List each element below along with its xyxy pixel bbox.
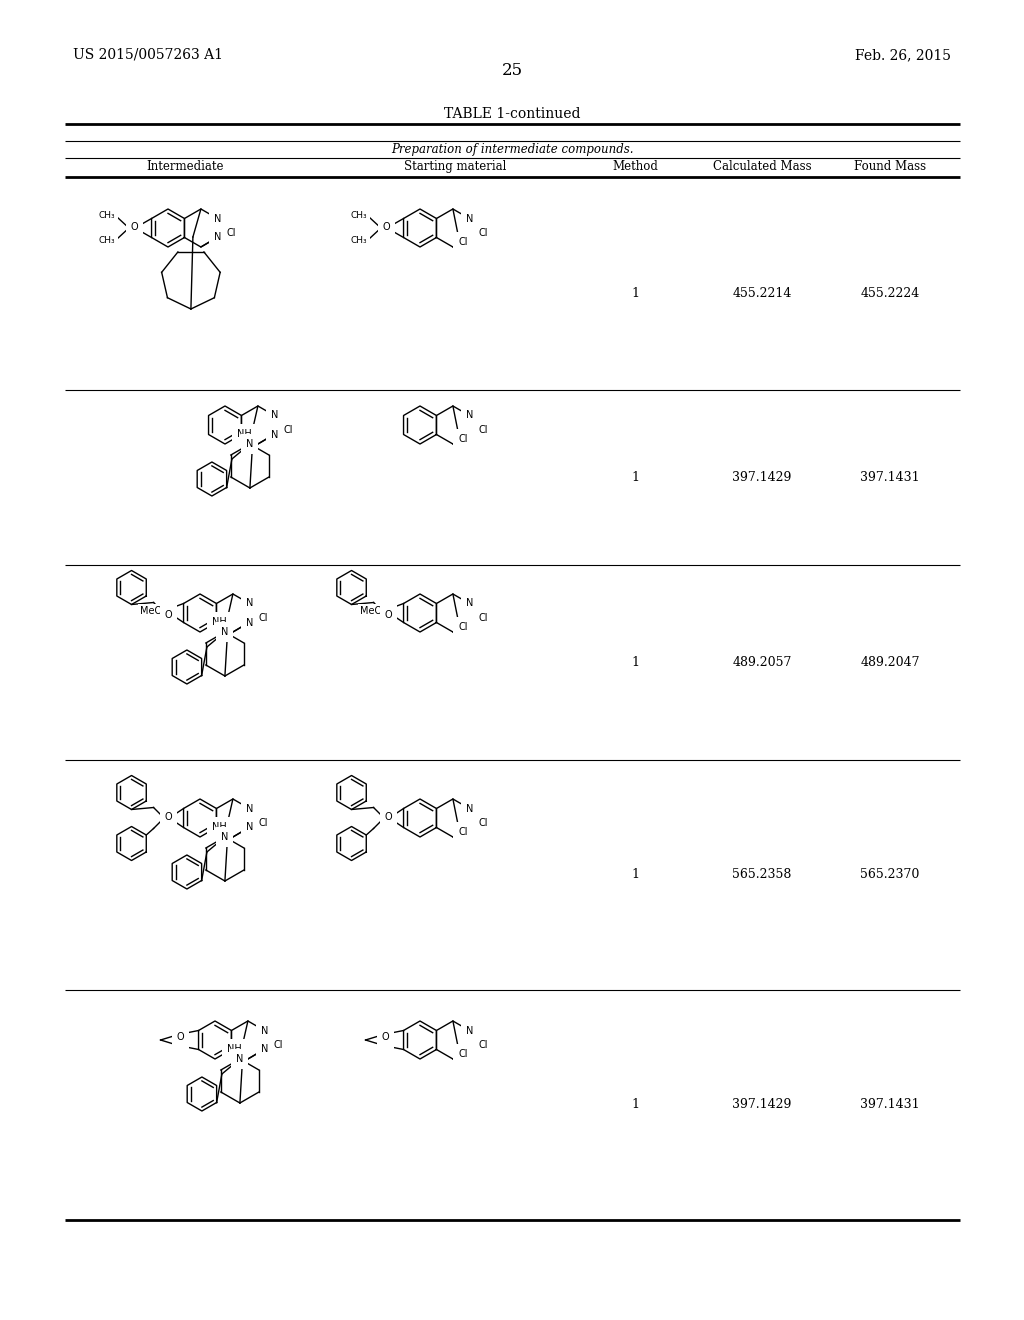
Text: Starting material: Starting material <box>403 160 506 173</box>
Text: Cl: Cl <box>478 425 487 436</box>
Text: N: N <box>466 804 473 813</box>
Text: O: O <box>131 222 138 231</box>
Text: MeO: MeO <box>360 606 383 616</box>
Text: N: N <box>214 232 221 243</box>
Text: 565.2370: 565.2370 <box>860 869 920 882</box>
Text: 397.1431: 397.1431 <box>860 471 920 484</box>
Text: N: N <box>270 411 279 421</box>
Text: N: N <box>466 411 473 421</box>
Text: N: N <box>466 1044 473 1055</box>
Text: N: N <box>246 618 253 627</box>
Text: N: N <box>270 429 279 440</box>
Text: NH: NH <box>212 822 226 832</box>
Text: 397.1429: 397.1429 <box>732 471 792 484</box>
Text: O: O <box>382 1031 389 1041</box>
Text: CH₃: CH₃ <box>351 236 368 246</box>
Text: NH: NH <box>212 616 226 627</box>
Text: Cl: Cl <box>226 228 236 238</box>
Text: Cl: Cl <box>258 818 267 828</box>
Text: CH₃: CH₃ <box>99 211 116 220</box>
Text: Cl: Cl <box>478 1040 487 1049</box>
Text: TABLE 1-continued: TABLE 1-continued <box>443 107 581 121</box>
Text: O: O <box>385 814 392 825</box>
Text: O: O <box>383 224 390 235</box>
Text: CH₃: CH₃ <box>351 211 368 220</box>
Text: 565.2358: 565.2358 <box>732 869 792 882</box>
Text: N: N <box>221 627 228 638</box>
Text: Method: Method <box>612 160 658 173</box>
Text: 1: 1 <box>631 286 639 300</box>
Text: Found Mass: Found Mass <box>854 160 926 173</box>
Text: 1: 1 <box>631 471 639 484</box>
Text: Cl: Cl <box>458 828 468 837</box>
Text: Cl: Cl <box>478 818 487 828</box>
Text: 1: 1 <box>631 656 639 669</box>
Text: CH₃: CH₃ <box>99 236 116 246</box>
Text: Cl: Cl <box>284 425 293 436</box>
Text: N: N <box>246 440 254 449</box>
Text: Intermediate: Intermediate <box>146 160 224 173</box>
Text: N: N <box>214 214 221 223</box>
Text: N: N <box>466 214 473 223</box>
Text: N: N <box>261 1044 268 1055</box>
Text: Cl: Cl <box>258 612 267 623</box>
Text: 397.1431: 397.1431 <box>860 1098 920 1111</box>
Text: Cl: Cl <box>458 622 468 632</box>
Text: O: O <box>383 222 390 231</box>
Text: N: N <box>466 618 473 627</box>
Text: O: O <box>177 1039 184 1048</box>
Text: Cl: Cl <box>458 434 468 444</box>
Text: Cl: Cl <box>478 228 487 238</box>
Text: N: N <box>466 1026 473 1035</box>
Text: N: N <box>261 1026 268 1035</box>
Text: 397.1429: 397.1429 <box>732 1098 792 1111</box>
Text: Calculated Mass: Calculated Mass <box>713 160 811 173</box>
Text: N: N <box>246 822 253 833</box>
Text: 455.2224: 455.2224 <box>860 286 920 300</box>
Text: Preparation of intermediate compounds.: Preparation of intermediate compounds. <box>391 143 633 156</box>
Text: O: O <box>385 812 392 821</box>
Text: O: O <box>382 1039 389 1048</box>
Text: NH: NH <box>237 429 251 440</box>
Text: 489.2057: 489.2057 <box>732 656 792 669</box>
Text: N: N <box>466 598 473 609</box>
Text: N: N <box>246 804 253 813</box>
Text: 489.2047: 489.2047 <box>860 656 920 669</box>
Text: O: O <box>165 814 172 825</box>
Text: N: N <box>237 1053 244 1064</box>
Text: Cl: Cl <box>458 238 468 247</box>
Text: MeO: MeO <box>140 606 163 616</box>
Text: Cl: Cl <box>273 1040 283 1049</box>
Text: Feb. 26, 2015: Feb. 26, 2015 <box>855 48 951 62</box>
Text: N: N <box>466 822 473 833</box>
Text: 455.2214: 455.2214 <box>732 286 792 300</box>
Text: O: O <box>165 812 172 821</box>
Text: O: O <box>165 610 172 619</box>
Text: N: N <box>221 832 228 842</box>
Text: 25: 25 <box>502 62 522 79</box>
Text: Cl: Cl <box>478 612 487 623</box>
Text: 1: 1 <box>631 869 639 882</box>
Text: Cl: Cl <box>458 1049 468 1059</box>
Text: O: O <box>385 610 392 619</box>
Text: O: O <box>177 1031 184 1041</box>
Text: N: N <box>466 429 473 440</box>
Text: O: O <box>131 224 138 235</box>
Text: N: N <box>466 232 473 243</box>
Text: US 2015/0057263 A1: US 2015/0057263 A1 <box>73 48 223 62</box>
Text: NH: NH <box>226 1044 242 1053</box>
Text: 1: 1 <box>631 1098 639 1111</box>
Text: N: N <box>246 598 253 609</box>
